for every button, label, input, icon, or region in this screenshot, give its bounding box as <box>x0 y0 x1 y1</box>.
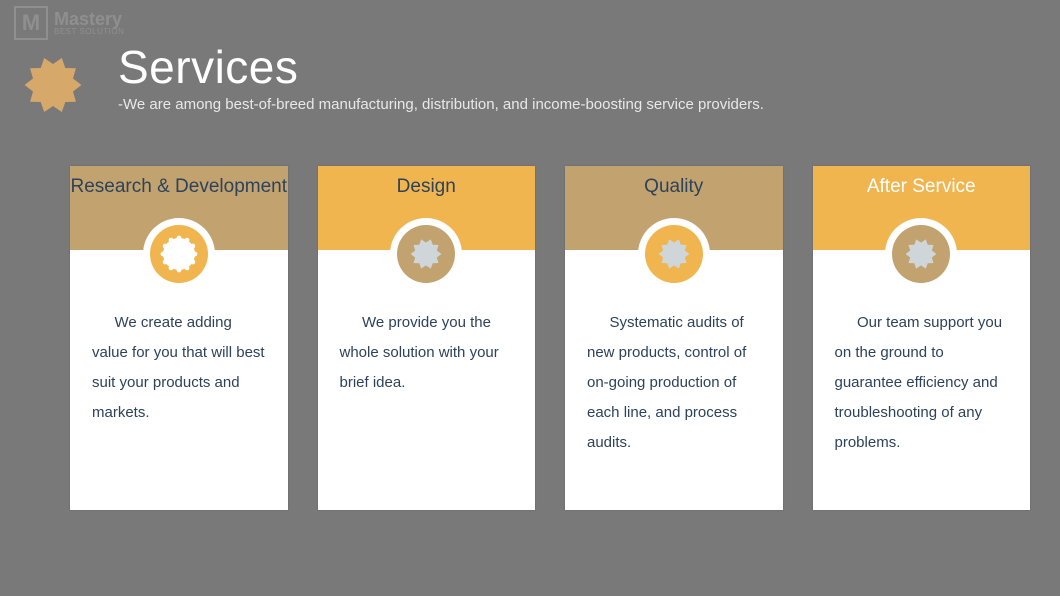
service-cards: Research & Development We create adding … <box>70 166 1030 510</box>
card-gear-icon <box>885 218 957 290</box>
card-gear-icon <box>638 218 710 290</box>
card-body-text: Systematic audits of new products, contr… <box>587 308 761 458</box>
brand-logo: M Mastery BEST SOLUTION <box>14 6 124 40</box>
service-card: After Service Our team support you on th… <box>813 166 1031 510</box>
card-body-text: We provide you the whole solution with y… <box>340 308 514 398</box>
card-gear-icon <box>390 218 462 290</box>
page-title: Services <box>118 40 764 94</box>
header-gear-icon <box>18 50 88 120</box>
logo-subtitle: BEST SOLUTION <box>54 28 124 36</box>
logo-mark: M <box>14 6 48 40</box>
card-body-text: We create adding value for you that will… <box>92 308 266 428</box>
logo-title: Mastery <box>54 10 124 28</box>
service-card: Quality Systematic audits of new product… <box>565 166 783 510</box>
service-card: Research & Development We create adding … <box>70 166 288 510</box>
card-body-text: Our team support you on the ground to gu… <box>835 308 1009 458</box>
page-header: Services -We are among best-of-breed man… <box>118 40 764 113</box>
service-card: Design We provide you the whole solution… <box>318 166 536 510</box>
page-subtitle: -We are among best-of-breed manufacturin… <box>118 96 764 113</box>
card-gear-icon <box>143 218 215 290</box>
